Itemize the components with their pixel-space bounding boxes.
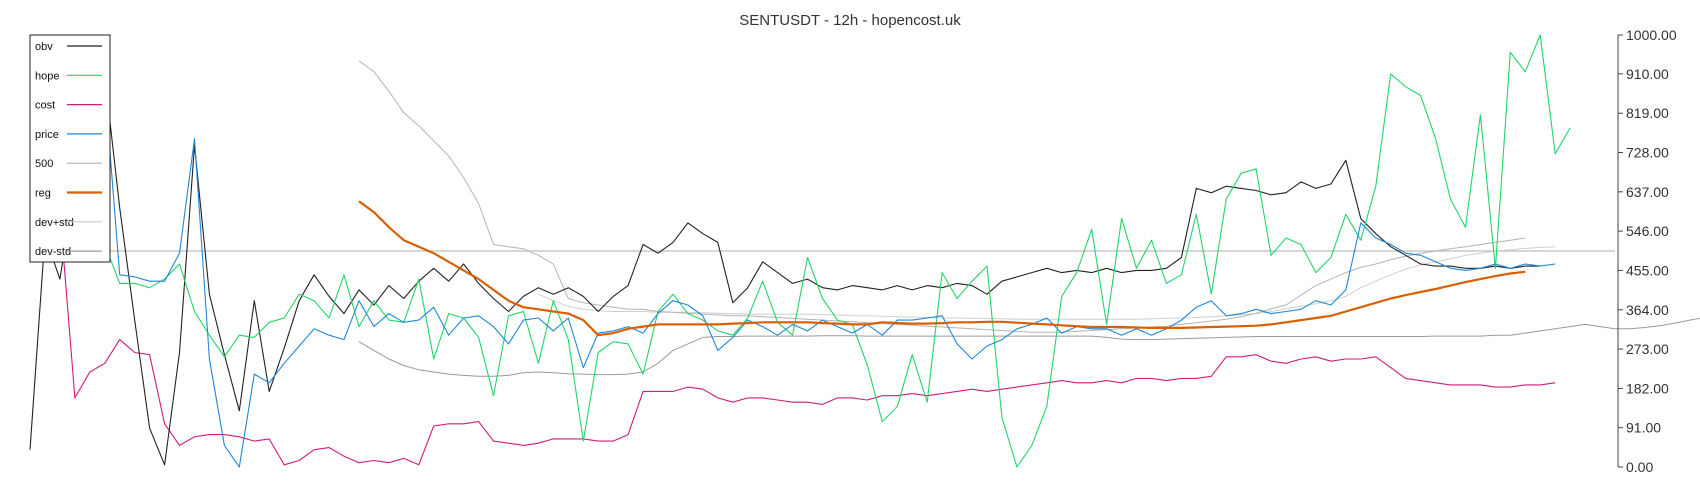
legend: obv hope cost price 500 reg dev+std dev-std: [29, 34, 111, 263]
legend-label: hope: [35, 70, 59, 82]
series-line-obv: [29, 75, 1541, 466]
plot-area: [29, 34, 1700, 468]
y-tick-label: 910.00: [1626, 66, 1669, 82]
legend-label: dev-std: [35, 246, 71, 258]
y-tick-label: 91.00: [1626, 420, 1661, 436]
y-tick-label: 364.00: [1626, 302, 1669, 318]
y-tick-label: 637.00: [1626, 184, 1669, 200]
y-axis: 1000.00 910.00 819.00 728.00 637.00 546.00 455…: [1617, 27, 1677, 475]
y-tick-label: 819.00: [1626, 105, 1669, 121]
y-tick-label: 273.00: [1626, 341, 1669, 357]
series-line-price: [59, 60, 1556, 468]
legend-label: price: [35, 129, 59, 141]
series-line-dev-std: [358, 317, 1700, 377]
series-line-reg: [358, 200, 1526, 337]
legend-label: reg: [35, 188, 51, 200]
chart-title: SENTUSDT - 12h - hopencost.uk: [739, 12, 961, 29]
y-tick-label: 546.00: [1626, 223, 1669, 239]
legend-box: [29, 34, 111, 263]
y-tick-label: 728.00: [1626, 145, 1669, 161]
series-line-cost: [59, 212, 1556, 466]
series-line-dev-std: [538, 246, 1556, 320]
legend-label: 500: [35, 158, 53, 170]
y-tick-label: 455.00: [1626, 262, 1669, 278]
y-tick-label: 182.00: [1626, 380, 1669, 396]
legend-label: dev+std: [35, 217, 74, 229]
series-line-hope: [59, 34, 1571, 468]
y-tick-label: 0.00: [1626, 459, 1653, 475]
y-tick-label: 1000.00: [1626, 27, 1677, 43]
legend-label: cost: [35, 100, 55, 112]
series-line-500: [358, 60, 1526, 333]
legend-label: obv: [35, 41, 53, 53]
